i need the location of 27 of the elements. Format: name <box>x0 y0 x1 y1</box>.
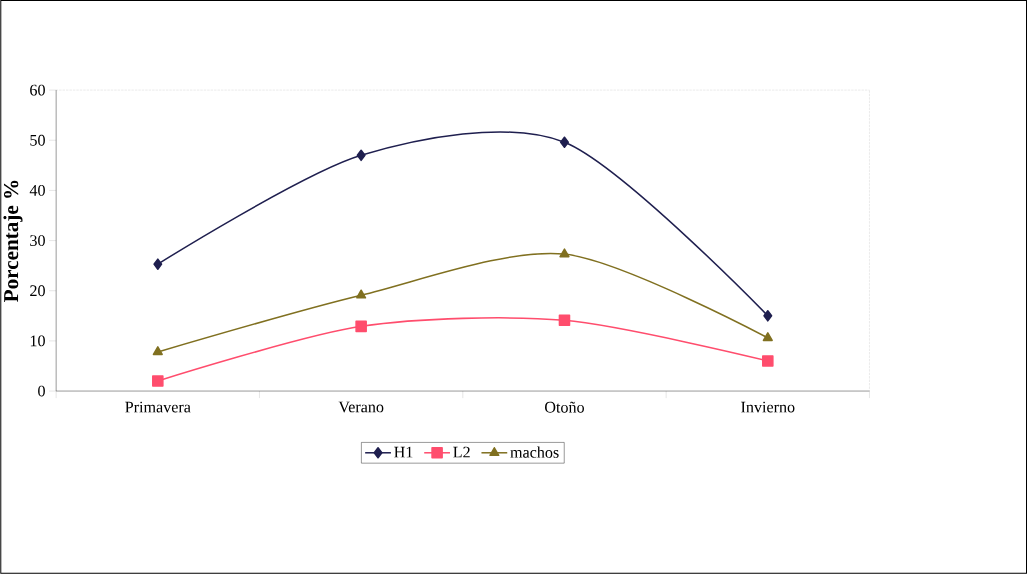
y-axis-title: Porcentaje % <box>3 180 23 303</box>
x-tick-label: Otoño <box>545 401 584 413</box>
y-tick-label: 10 <box>30 335 45 347</box>
point <box>355 320 367 333</box>
point <box>762 355 774 367</box>
point <box>763 310 773 322</box>
x-tick-label: Verano <box>338 401 384 413</box>
point <box>559 248 570 258</box>
legend-label: H1 <box>394 446 413 458</box>
x-tick-label: Primavera <box>125 401 191 413</box>
y-tick-label: 60 <box>30 84 45 96</box>
point <box>152 346 163 356</box>
legend-label: L2 <box>453 446 470 458</box>
y-tick-label: 30 <box>30 235 45 247</box>
point <box>153 258 163 271</box>
point <box>558 314 571 327</box>
y-tick-label: 0 <box>38 385 45 397</box>
y-tick-label: 40 <box>29 185 45 196</box>
point <box>356 149 366 162</box>
y-tick-label: 20 <box>30 285 45 297</box>
point <box>762 332 773 342</box>
x-tick-label: Invierno <box>741 401 795 413</box>
point <box>152 375 164 387</box>
point <box>356 289 367 299</box>
point <box>559 136 570 149</box>
y-tick-label: 50 <box>30 134 45 146</box>
legend-label: machos <box>510 446 559 458</box>
